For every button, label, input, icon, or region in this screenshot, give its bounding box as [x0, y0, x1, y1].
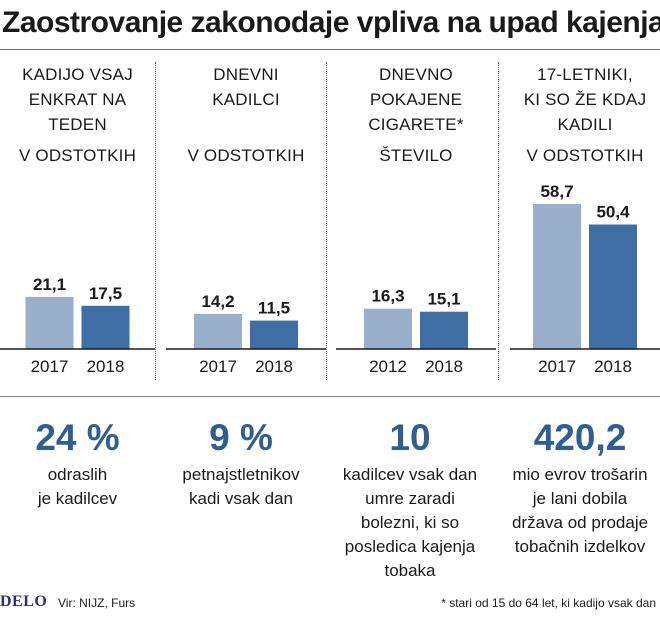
chart-panel: KADIJO VSAJ ENKRAT NA TEDEN V ODSTOTKIH 21,1… [0, 62, 155, 382]
fact-line: bolezni, ki so [360, 513, 460, 532]
bar [250, 320, 298, 349]
fact-line: država od prodaje [511, 513, 649, 532]
bar [364, 308, 412, 349]
chart-title: KADIJO VSAJ ENKRAT NA TEDEN [0, 62, 155, 137]
fact-line: tobaka [384, 561, 436, 580]
data-label: 16,3 [371, 287, 404, 306]
fact-block: 24 % odraslih je kadilcev [0, 415, 155, 511]
tick-label: 2018 [255, 357, 293, 376]
panel-divider [498, 62, 499, 380]
data-label: 21,1 [33, 275, 66, 294]
bar-chart: 58,7 2017 50,4 2018 [510, 182, 660, 376]
tick-label: 2012 [369, 357, 407, 376]
bar [589, 224, 637, 349]
chart-panel: 17-LETNIKI, KI SO ŽE KDAJ KADILI V ODSTOTKI… [510, 62, 660, 382]
fact-description: mio evrov trošarin je lani dobila država o… [500, 463, 660, 559]
fact-line: mio evrov trošarin [512, 465, 648, 484]
tick-label: 2018 [594, 357, 632, 376]
bar-chart: 14,2 2017 11,5 2018 [166, 292, 326, 376]
chart-title-line: 17-LETNIKI, [537, 65, 633, 84]
chart-title-line: DNEVNO [379, 65, 453, 84]
fact-number: 24 % [35, 417, 120, 458]
chart-panel: DNEVNO POKAJENE CIGARETE* ŠTEVILO 16,3 2012 15… [336, 62, 496, 382]
fact-block: 9 % petnajstletnikov kadi vsak dan [148, 415, 334, 511]
chart-title: DNEVNO POKAJENE CIGARETE* [336, 62, 496, 137]
fact-block: 10 kadilcev vsak dan umre zaradi bolezni, k… [320, 415, 500, 583]
fact-description: kadilcev vsak dan umre zaradi bolezni, ki … [320, 463, 500, 583]
fact-line: tobačnih izdelkov [514, 537, 646, 556]
fact-line: je lani dobila [532, 489, 628, 508]
bar [25, 296, 74, 349]
chart-title-line: KADIJO VSAJ [22, 65, 133, 84]
data-label: 50,4 [596, 203, 630, 222]
bar [420, 311, 468, 349]
fact-line: kadi vsak dan [189, 489, 293, 508]
data-label: 14,2 [201, 292, 234, 311]
fact-line: petnajstletnikov [182, 465, 300, 484]
chart-unit: V ODSTOTKIH [18, 146, 137, 165]
chart-title-line: KADILCI [212, 90, 280, 109]
chart-title-line: POKAJENE [369, 90, 463, 109]
panel-divider [326, 62, 327, 380]
fact-line: umre zaradi [365, 489, 455, 508]
tick-label: 2017 [31, 357, 69, 376]
data-label: 11,5 [258, 299, 290, 318]
chart-title: 17-LETNIKI, KI SO ŽE KDAJ KADILI [510, 62, 660, 137]
section-divider [0, 396, 660, 397]
chart-unit: V ODSTOTKIH [187, 146, 305, 165]
footnote: * stari od 15 do 64 let, ki kadijo vsak … [441, 596, 656, 610]
fact-description: petnajstletnikov kadi vsak dan [148, 463, 334, 511]
fact-block: 420,2 mio evrov trošarin je lani dobila drž… [500, 415, 660, 559]
tick-label: 2017 [199, 357, 237, 376]
data-label: 58,7 [540, 182, 573, 201]
delo-logo: DELO [0, 593, 48, 610]
tick-label: 2018 [425, 357, 463, 376]
fact-line: posledica kajenja [344, 537, 476, 556]
fact-line: je kadilcev [37, 489, 118, 508]
panel-divider [155, 62, 156, 380]
chart-title-line: KI SO ŽE KDAJ [523, 90, 647, 109]
bar-chart: 16,3 2012 15,1 2018 [336, 287, 496, 376]
chart-title-line: CIGARETE* [368, 115, 464, 134]
fact-number: 420,2 [533, 417, 627, 458]
data-label: 15,1 [427, 290, 460, 309]
data-label: 17,5 [89, 284, 122, 303]
title-divider [0, 49, 660, 50]
fact-line: kadilcev vsak dan [342, 465, 478, 484]
fact-line: odraslih [47, 465, 108, 484]
bar-chart: 21,1 2017 17,5 2018 [0, 275, 155, 376]
tick-label: 2018 [87, 357, 125, 376]
chart-title-line: DNEVNI [213, 65, 279, 84]
fact-description: odraslih je kadilcev [0, 463, 155, 511]
chart-unit: V ODSTOTKIH [526, 146, 644, 165]
chart-unit: ŠTEVILO [379, 146, 453, 165]
tick-label: 2017 [538, 357, 576, 376]
source-note: Vir: NIJZ, Furs [58, 596, 136, 610]
chart-title-line: KADILI [557, 115, 613, 134]
chart-title-line: TEDEN [48, 115, 107, 134]
chart-title: DNEVNI KADILCI [166, 62, 326, 112]
fact-number: 9 % [209, 417, 273, 458]
chart-panel: DNEVNI KADILCI V ODSTOTKIH 14,2 2017 11,5 2018 [166, 62, 326, 382]
bar [533, 204, 581, 349]
chart-title-line: ENKRAT NA [28, 90, 127, 109]
bar [81, 305, 130, 349]
bar [194, 313, 242, 349]
page-title: Zaostrovanje zakonodaje vpliva na upad k… [2, 6, 660, 39]
fact-number: 10 [389, 417, 431, 458]
